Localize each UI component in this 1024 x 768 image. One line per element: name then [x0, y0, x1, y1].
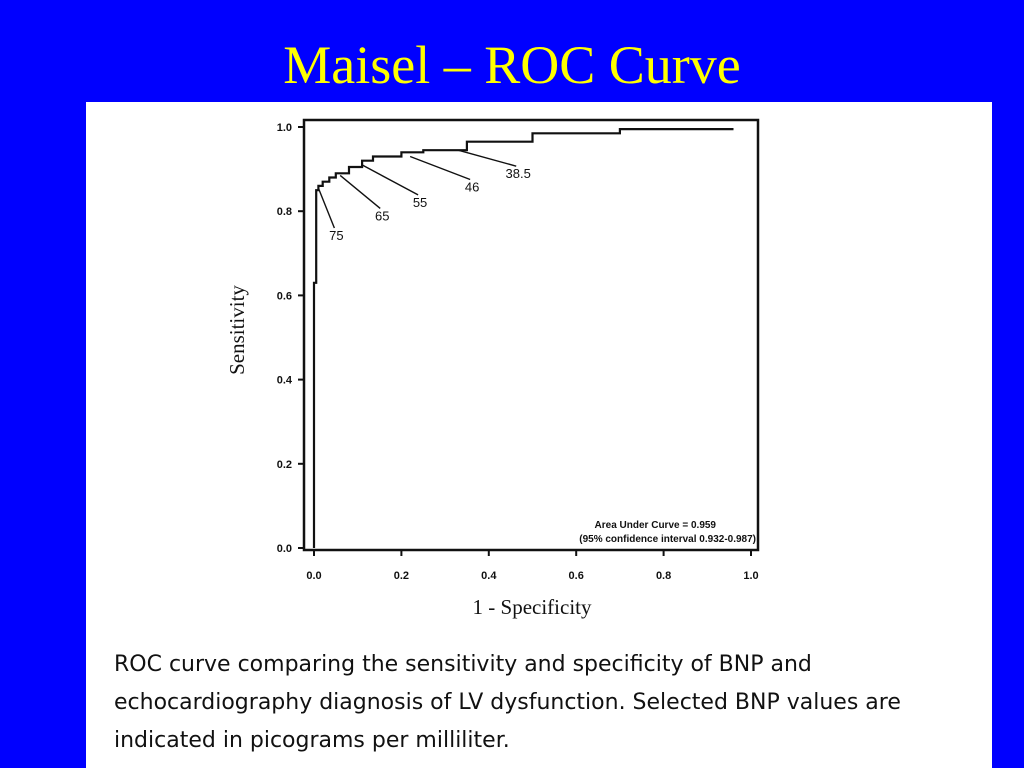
- roc-curve-line: [312, 128, 734, 548]
- point-label-leader: [458, 149, 517, 167]
- point-label: 46: [465, 179, 479, 194]
- y-axis-label: Sensitivity: [225, 285, 249, 375]
- x-axis-label: 1 - Specificity: [473, 595, 592, 619]
- x-tick-label: 0.0: [306, 570, 321, 582]
- y-tick-label: 0.0: [277, 543, 292, 555]
- figure-caption: ROC curve comparing the sensitivity and …: [114, 652, 901, 753]
- point-label: 75: [329, 228, 343, 243]
- annotation-line-2: (95% confidence interval 0.932-0.987): [579, 534, 756, 545]
- annotation-line-1: Area Under Curve = 0.959: [595, 520, 717, 531]
- y-tick-label: 0.8: [277, 206, 292, 218]
- x-tick-label: 1.0: [743, 570, 758, 582]
- x-tick-label: 0.4: [481, 570, 497, 582]
- point-label-leader: [361, 164, 419, 196]
- point-label: 55: [413, 195, 427, 210]
- y-tick-label: 0.4: [277, 375, 293, 387]
- point-label-leader: [317, 187, 336, 229]
- point-label-leader: [339, 174, 381, 209]
- slide-title: Maisel – ROC Curve: [283, 35, 741, 95]
- figure-panel: 0.0 0.2 0.4 0.6 0.8 1.0 0.0 0.2 0.4 0.6 0.8 1.0 75 6…: [86, 102, 992, 768]
- y-tick-label: 1.0: [277, 122, 292, 134]
- point-label: 38.5: [506, 166, 531, 181]
- plot-frame: [302, 118, 760, 552]
- point-label: 65: [375, 208, 389, 223]
- x-tick-label: 0.8: [656, 570, 671, 582]
- y-tick-label: 0.6: [277, 290, 292, 302]
- x-tick-label: 0.2: [394, 570, 409, 582]
- y-tick-label: 0.2: [277, 459, 292, 471]
- point-label-leader: [409, 155, 471, 181]
- x-tick-label: 0.6: [569, 570, 584, 582]
- roc-chart: 0.0 0.2 0.4 0.6 0.8 1.0 0.0 0.2 0.4 0.6 0.8 1.0 75 6…: [225, 118, 760, 619]
